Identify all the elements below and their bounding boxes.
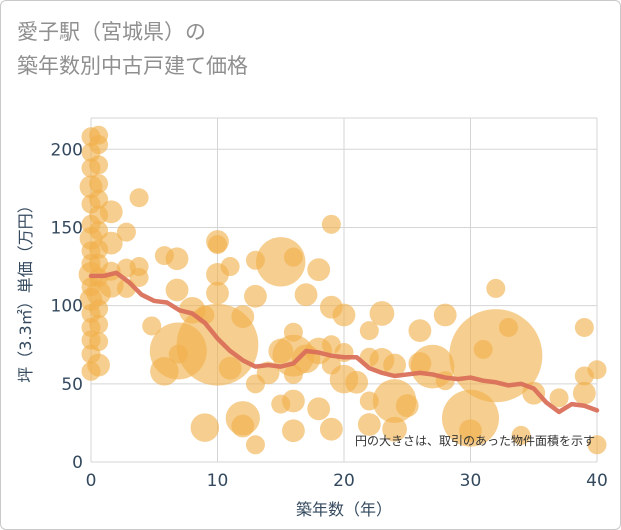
- average-price-line: [88, 270, 600, 415]
- x-tick-label: 20: [333, 471, 355, 491]
- bubble-point: [89, 299, 109, 319]
- y-tick-label: 50: [61, 375, 83, 395]
- bubble-point: [574, 318, 594, 338]
- bubble-point: [486, 278, 506, 298]
- chart-title-line-2: 築年数別中古戸建て価格: [17, 54, 248, 78]
- bubble-point: [382, 416, 407, 442]
- bubble-point: [208, 235, 227, 255]
- bubble-point: [142, 316, 162, 336]
- bubble-point: [218, 356, 242, 380]
- chart-title: 愛子駅（宮城県）の 築年数別中古戸建て価格: [17, 15, 248, 83]
- y-tick-label: 150: [51, 218, 83, 238]
- bubble-point: [165, 278, 189, 302]
- bubble-point: [332, 303, 356, 327]
- bubble-point: [116, 222, 136, 242]
- bubble-point: [433, 303, 457, 327]
- x-tick-label: 0: [86, 471, 97, 491]
- x-axis-label: 築年数（年）: [296, 500, 392, 519]
- bubble-point: [357, 413, 381, 436]
- bubble-point: [99, 231, 123, 255]
- x-tick-label: 30: [460, 471, 482, 491]
- bubble-point: [282, 389, 305, 413]
- bubble-point: [206, 281, 229, 305]
- bubble-point: [283, 247, 303, 267]
- bubble-point: [359, 321, 379, 341]
- bubble-point: [98, 272, 124, 298]
- bubble-point: [345, 370, 369, 394]
- size-annotation: 円の大きさは、取引のあった物件面積を示す: [355, 433, 595, 448]
- bubble-point: [572, 381, 596, 405]
- bubble-point: [442, 389, 499, 447]
- bubble-point: [383, 353, 406, 377]
- bubble-point: [89, 332, 109, 352]
- y-tick-label: 0: [72, 453, 83, 473]
- bubble-point: [369, 301, 395, 326]
- bubble-point: [459, 419, 482, 443]
- bubble-point: [165, 247, 189, 271]
- bubble-point: [307, 397, 331, 421]
- y-tick-label: 100: [51, 297, 83, 317]
- bubble-point: [321, 214, 341, 234]
- bubble-point: [319, 417, 343, 441]
- bubble-point: [89, 314, 109, 334]
- bubble-point: [129, 188, 149, 208]
- bubble-point: [231, 305, 255, 328]
- bubble-point: [549, 388, 569, 408]
- bubble-point: [220, 257, 240, 277]
- bubble-point: [89, 135, 109, 155]
- bubble-point: [89, 155, 109, 175]
- bubble-point: [244, 284, 267, 308]
- bubble-series: [78, 125, 607, 455]
- bubble-point: [294, 283, 318, 307]
- bubble-point: [307, 258, 331, 282]
- average-line-series: [88, 270, 600, 415]
- bubble-point: [587, 435, 607, 455]
- bubble-point: [395, 394, 419, 418]
- bubble-point: [231, 414, 255, 438]
- bubble-point: [511, 425, 531, 445]
- bubble-point: [498, 318, 518, 338]
- axis-ticks: 0 50 100 150 200 0 10 20 30 40: [51, 140, 608, 491]
- y-axis-label: 坪（3.3㎡）単価（万円）: [16, 197, 35, 382]
- x-tick-label: 40: [586, 471, 608, 491]
- bubble-point: [89, 174, 109, 194]
- bubble-point: [245, 435, 265, 455]
- bubble-point: [129, 267, 149, 287]
- bubble-point: [99, 200, 123, 224]
- bubble-point: [87, 353, 110, 377]
- bubble-point: [282, 419, 305, 443]
- bubble-point: [190, 413, 220, 442]
- y-tick-label: 200: [51, 140, 83, 160]
- bubble-point: [408, 319, 432, 343]
- bubble-point: [587, 360, 607, 380]
- chart-title-line-1: 愛子駅（宮城県）の: [17, 20, 206, 44]
- x-tick-label: 10: [207, 471, 229, 491]
